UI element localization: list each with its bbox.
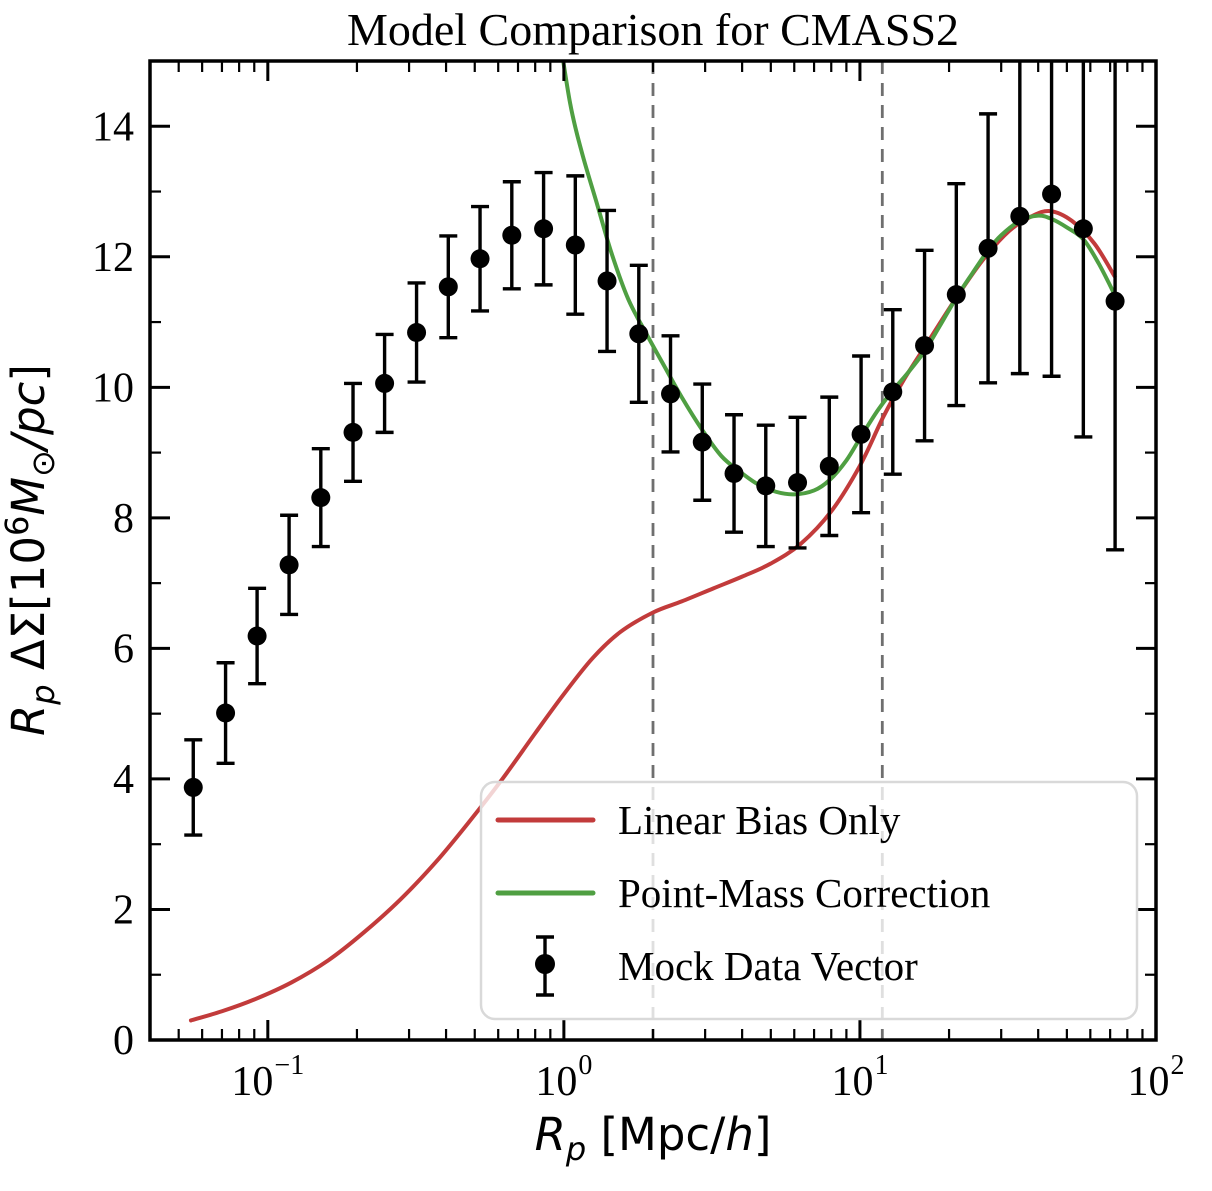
data-point	[375, 332, 395, 435]
data-point	[502, 180, 522, 291]
data-point	[756, 423, 776, 549]
data-point	[1105, 61, 1125, 552]
x-tick-label: 101	[831, 1050, 888, 1105]
axes-frame	[148, 59, 1158, 1042]
data-point	[978, 112, 998, 385]
data-point	[438, 234, 458, 340]
data-point	[788, 415, 808, 550]
y-tick-label: 10	[92, 365, 134, 411]
y-tick-label: 8	[113, 496, 134, 542]
legend: Linear Bias Only Point-Mass Correction Moc…	[479, 780, 1139, 1021]
y-tick-label: 0	[113, 1018, 134, 1064]
data-point	[946, 182, 966, 408]
data-point	[1073, 61, 1093, 439]
y-tick-label: 14	[92, 104, 134, 150]
data-point	[597, 208, 617, 354]
legend-box	[479, 780, 1139, 1021]
y-axis-label: Rp ΔΣ[106M⊙/pc]	[0, 364, 62, 736]
x-tick-label: 10−1	[231, 1050, 304, 1105]
model-curve	[561, 61, 1117, 497]
y-tick-label: 4	[113, 757, 134, 803]
data-point	[407, 281, 427, 384]
data-point	[915, 248, 935, 443]
data-point	[565, 174, 585, 316]
y-tick-label: 2	[113, 887, 134, 933]
data-point	[216, 661, 236, 765]
legend-label: Mock Data Vector	[618, 943, 918, 989]
chart-title: Model Comparison for CMASS2	[347, 4, 959, 55]
data-point	[1042, 61, 1062, 378]
x-axis-label: Rp [Mpc/h]	[535, 1108, 772, 1168]
data-point	[311, 446, 331, 549]
data-point	[819, 395, 839, 538]
y-tick-labels: 0 2 4 6 8 10 12 14	[92, 104, 134, 1064]
data-point	[883, 307, 903, 476]
legend-label: Linear Bias Only	[618, 797, 901, 843]
mock-data-points	[183, 61, 1125, 837]
x-tick-labels: 10−1 100 101 102	[231, 1050, 1184, 1105]
axis-label-text: Rp [Mpc/h]	[535, 1108, 772, 1168]
data-point	[183, 738, 203, 837]
data-point	[247, 586, 267, 686]
legend-swatch-marker	[535, 954, 555, 974]
legend-label: Point-Mass Correction	[618, 870, 990, 916]
x-tick-label: 102	[1128, 1050, 1185, 1105]
data-point	[661, 334, 681, 454]
data-point	[279, 513, 299, 617]
model-curve	[188, 208, 1117, 1023]
data-point	[1010, 61, 1030, 376]
data-point	[534, 170, 554, 287]
data-point	[470, 204, 490, 313]
data-point	[692, 382, 712, 502]
y-tick-label: 12	[92, 235, 134, 281]
data-point	[343, 381, 363, 484]
y-tick-label: 6	[113, 626, 134, 672]
axis-label-text: Rp ΔΣ[106M⊙/pc]	[0, 364, 62, 736]
data-point	[629, 263, 649, 405]
data-point	[724, 413, 744, 534]
x-tick-label: 100	[535, 1050, 592, 1105]
data-point	[851, 354, 871, 515]
